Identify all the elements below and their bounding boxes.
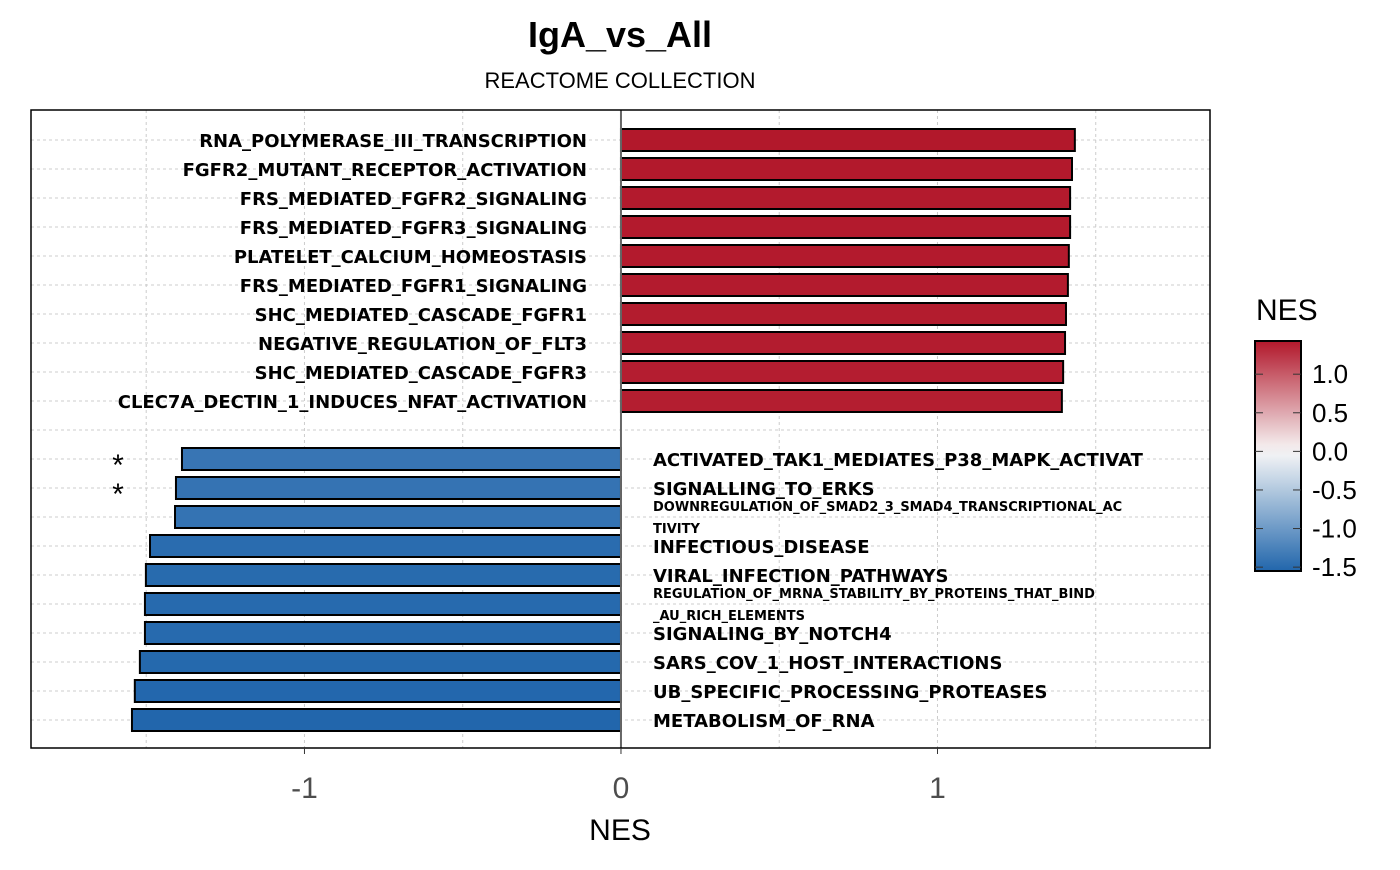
legend-tick-label: -1.5	[1312, 552, 1357, 582]
bar-positive	[619, 215, 1072, 239]
bar-negative	[133, 679, 622, 703]
bar-negative	[138, 650, 622, 674]
pathway-label: SHC_MEDIATED_CASCADE_FGFR1	[255, 305, 587, 326]
pathway-label-cont: _AU_RICH_ELEMENTS	[653, 609, 805, 624]
pathway-label: UB_SPECIFIC_PROCESSING_PROTEASES	[653, 682, 1048, 703]
x-tick-label: -1	[291, 772, 318, 805]
x-tick-label: 0	[613, 772, 630, 805]
bar-positive	[619, 331, 1067, 355]
pathway-label: SARS_COV_1_HOST_INTERACTIONS	[653, 653, 1002, 674]
pathway-label: ACTIVATED_TAK1_MEDIATES_P38_MAPK_ACTIVAT	[653, 450, 1144, 471]
bar-negative	[143, 592, 622, 616]
bar-positive	[619, 273, 1069, 297]
pathway-label: VIRAL_INFECTION_PATHWAYS	[653, 566, 948, 587]
bar-negative	[149, 534, 622, 558]
bar-negative	[143, 621, 622, 645]
pathway-label: SIGNALING_BY_NOTCH4	[653, 624, 892, 645]
pathway-label: FRS_MEDIATED_FGFR1_SIGNALING	[240, 276, 587, 297]
chart-title: IgA_vs_All	[528, 14, 712, 55]
pathway-label-cont: TIVITY	[653, 522, 700, 537]
pathway-label: NEGATIVE_REGULATION_OF_FLT3	[258, 334, 587, 355]
bar-positive	[619, 157, 1074, 181]
bar-negative	[174, 476, 622, 500]
legend-colorbar	[1254, 340, 1302, 572]
pathway-label: METABOLISM_OF_RNA	[653, 711, 875, 732]
bar-negative	[144, 563, 622, 587]
pathway-label: INFECTIOUS_DISEASE	[653, 537, 870, 558]
bar-negative	[180, 447, 622, 471]
pathway-label: PLATELET_CALCIUM_HOMEOSTASIS	[234, 247, 587, 268]
x-axis-label: NES	[589, 814, 651, 847]
chart-subtitle: REACTOME COLLECTION	[485, 68, 756, 93]
legend-tick-label: 0.0	[1312, 436, 1348, 466]
pathway-label: FGFR2_MUTANT_RECEPTOR_ACTIVATION	[183, 160, 587, 181]
bar-negative	[174, 505, 622, 529]
pathway-label: FRS_MEDIATED_FGFR2_SIGNALING	[240, 189, 587, 210]
bar-positive	[619, 302, 1067, 326]
bar-positive	[619, 389, 1063, 413]
legend-tick-label: 1.0	[1312, 359, 1348, 389]
pathway-label: REGULATION_OF_MRNA_STABILITY_BY_PROTEINS…	[653, 587, 1095, 602]
bar-negative	[130, 708, 622, 732]
significance-marker: *	[112, 478, 124, 511]
pathway-label: SHC_MEDIATED_CASCADE_FGFR3	[255, 363, 587, 384]
legend-tick-label: -0.5	[1312, 475, 1357, 505]
pathway-label: FRS_MEDIATED_FGFR3_SIGNALING	[240, 218, 587, 239]
legend-title: NES	[1256, 294, 1318, 327]
bar-positive	[619, 244, 1070, 268]
x-tick-label: 1	[929, 772, 946, 805]
pathway-label: SIGNALLING_TO_ERKS	[653, 479, 875, 500]
pathway-label: CLEC7A_DECTIN_1_INDUCES_NFAT_ACTIVATION	[118, 392, 587, 413]
bar-positive	[619, 360, 1065, 384]
significance-marker: *	[112, 449, 124, 482]
bar-positive	[619, 186, 1072, 210]
legend-tick-label: -1.0	[1312, 514, 1357, 544]
bar-positive	[619, 128, 1076, 152]
pathway-label: DOWNREGULATION_OF_SMAD2_3_SMAD4_TRANSCRI…	[653, 500, 1122, 515]
pathway-label: RNA_POLYMERASE_III_TRANSCRIPTION	[199, 131, 587, 152]
legend-tick-label: 0.5	[1312, 398, 1348, 428]
